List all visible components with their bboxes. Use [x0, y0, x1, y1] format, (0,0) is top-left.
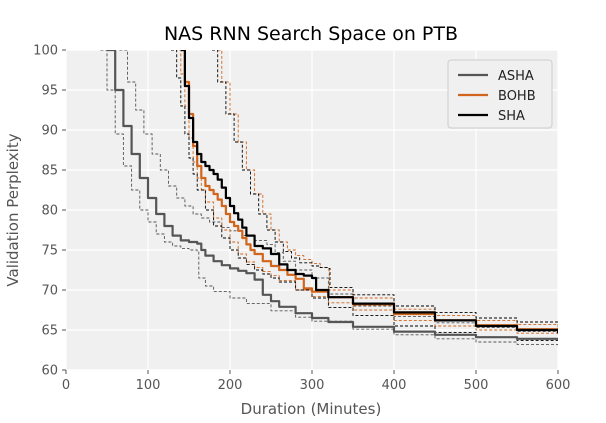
- series-line-bohb-lower-band: [179, 50, 558, 336]
- x-tick-label: 200: [218, 378, 243, 393]
- series-line-asha-lower-band: [100, 50, 558, 346]
- legend: ASHA BOHB SHA: [447, 59, 553, 129]
- y-axis-label: Validation Perplexity: [4, 133, 22, 286]
- legend-label: BOHB: [498, 89, 536, 104]
- y-tick-label: 95: [41, 84, 58, 99]
- chart-title: NAS RNN Search Space on PTB: [164, 23, 458, 45]
- x-tick-label: 100: [136, 378, 161, 393]
- axis-ticks: 0 100 200 300 400 500 600 60 65 70 75 80 85 90 95 100: [33, 44, 570, 394]
- x-tick-label: 500: [464, 378, 489, 393]
- y-tick-label: 80: [41, 204, 58, 219]
- legend-label: ASHA: [498, 69, 534, 84]
- x-tick-label: 0: [62, 378, 70, 393]
- y-tick-label: 75: [41, 244, 58, 259]
- y-tick-label: 65: [41, 324, 58, 339]
- y-tick-label: 85: [41, 164, 58, 179]
- x-axis-label: Duration (Minutes): [241, 400, 382, 418]
- series-lines: [100, 50, 558, 346]
- series-line-asha: [107, 50, 558, 341]
- legend-label: SHA: [498, 109, 525, 124]
- series-line-sha: [180, 50, 558, 334]
- y-tick-label: 100: [33, 44, 58, 59]
- y-tick-label: 60: [41, 364, 58, 379]
- series-line-sha-lower-band: [171, 50, 558, 343]
- x-tick-label: 400: [382, 378, 407, 393]
- x-tick-label: 300: [300, 378, 325, 393]
- series-line-sha-upper-band: [212, 50, 558, 325]
- legend-box: [447, 59, 553, 129]
- y-tick-label: 70: [41, 284, 58, 299]
- y-tick-label: 90: [41, 124, 58, 139]
- x-tick-label: 600: [546, 378, 571, 393]
